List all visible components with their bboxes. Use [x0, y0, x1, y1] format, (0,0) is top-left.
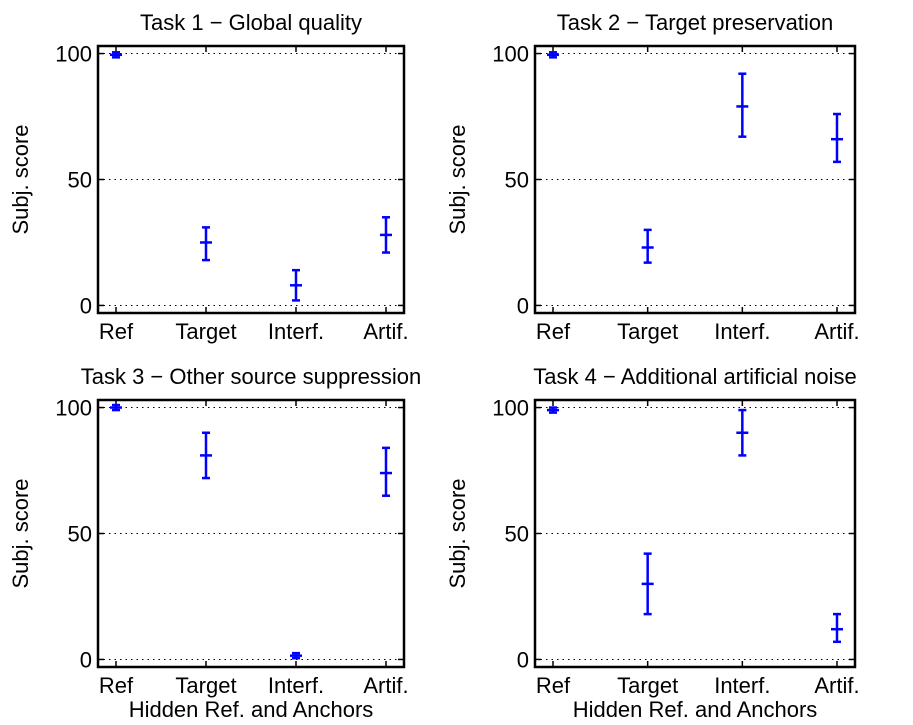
y-tick-label: 0 [80, 647, 92, 672]
y-tick-label: 100 [492, 42, 529, 67]
x-tick-label: Ref [536, 673, 571, 698]
y-axis-label: Subj. score [8, 124, 33, 234]
y-tick-label: 100 [492, 396, 529, 421]
x-tick-label: Interf. [268, 673, 324, 698]
y-tick-label: 0 [517, 647, 529, 672]
chart-panel-2: Task 2 − Target preservation 0 50 100 Ref Tar… [445, 10, 860, 344]
x-tick-label: Target [617, 319, 678, 344]
error-bar-artif [380, 446, 392, 497]
error-bar-interf [290, 651, 302, 660]
x-tick-label: Target [617, 673, 678, 698]
x-tick-label: Ref [99, 673, 134, 698]
x-tick-label: Target [175, 319, 236, 344]
error-bar-interf [736, 408, 749, 457]
y-tick-label: 100 [55, 396, 92, 421]
y-tick-label: 0 [517, 293, 529, 318]
error-bar-ref [110, 403, 122, 412]
chart-title: Task 3 − Other source suppression [81, 364, 422, 389]
error-bar-ref [547, 51, 559, 59]
x-axis-label: Hidden Ref. and Anchors [129, 697, 374, 722]
error-bar-target [641, 552, 654, 616]
y-tick-label: 50 [68, 522, 92, 547]
plot-frame [533, 398, 857, 669]
error-bar-artif [831, 112, 843, 164]
y-axis-label: Subj. score [8, 478, 33, 588]
chart-panel-3: Task 3 − Other source suppression 0 50 100 R… [8, 364, 421, 722]
chart-panel-4: Task 4 − Additional artificial noise 0 50 1… [445, 364, 860, 722]
x-tick-label: Artif. [814, 319, 859, 344]
x-tick-label: Ref [536, 319, 571, 344]
plot-frame [533, 44, 857, 315]
y-axis-label: Subj. score [445, 478, 470, 588]
chart-title: Task 1 − Global quality [140, 10, 362, 35]
chart-panel-1: Task 1 − Global quality 0 50 100 Ref Target In… [8, 10, 409, 344]
y-tick-label: 50 [505, 168, 529, 193]
y-tick-label: 50 [505, 522, 529, 547]
y-tick-label: 100 [55, 42, 92, 67]
x-tick-label: Interf. [714, 673, 770, 698]
error-bar-interf [736, 72, 749, 138]
error-bar-target [200, 431, 212, 480]
x-tick-label: Interf. [268, 319, 324, 344]
x-tick-label: Interf. [714, 319, 770, 344]
y-tick-label: 0 [80, 293, 92, 318]
plot-frame [96, 44, 406, 315]
y-axis-label: Subj. score [445, 124, 470, 234]
error-bar-ref [110, 51, 122, 59]
plot-frame [96, 398, 406, 669]
y-tick-label: 50 [68, 168, 92, 193]
x-tick-label: Artif. [814, 673, 859, 698]
error-bar-target [200, 226, 212, 262]
error-bar-interf [290, 268, 302, 302]
error-bar-target [641, 228, 654, 264]
x-tick-label: Target [175, 673, 236, 698]
x-tick-label: Artif. [363, 673, 408, 698]
error-bar-ref [547, 406, 559, 414]
x-tick-label: Ref [99, 319, 134, 344]
x-axis-label: Hidden Ref. and Anchors [573, 697, 818, 722]
chart-title: Task 4 − Additional artificial noise [533, 364, 856, 389]
error-bar-artif [380, 216, 392, 254]
chart-title: Task 2 − Target preservation [557, 10, 834, 35]
x-tick-label: Artif. [363, 319, 408, 344]
error-bar-artif [831, 612, 843, 644]
